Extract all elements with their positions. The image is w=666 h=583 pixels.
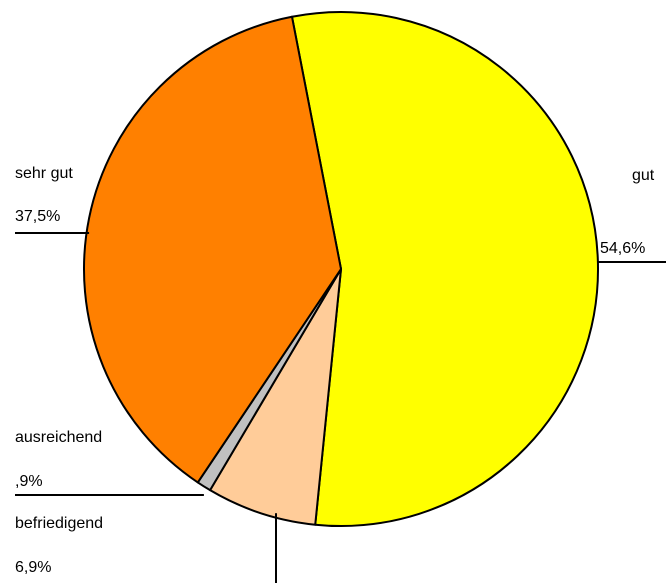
pie-slice-gut bbox=[290, 11, 599, 527]
leader-lines bbox=[15, 232, 666, 583]
slice-value-gut: 54,6% bbox=[600, 240, 645, 257]
slice-value-ausreichend: ,9% bbox=[15, 473, 43, 490]
pie-slice-sehr-gut bbox=[83, 15, 342, 484]
pie-slice-befriedigend bbox=[209, 268, 342, 526]
slice-label-ausreichend: ausreichend bbox=[15, 429, 102, 446]
pie-slices bbox=[83, 11, 599, 527]
slice-label-gut: gut bbox=[632, 167, 655, 184]
slice-value-befriedigend: 6,9% bbox=[15, 559, 51, 576]
slice-label-sehr-gut: sehr gut bbox=[15, 165, 73, 182]
slice-label-befriedigend: befriedigend bbox=[15, 515, 103, 532]
slice-value-sehr-gut: 37,5% bbox=[15, 208, 60, 225]
